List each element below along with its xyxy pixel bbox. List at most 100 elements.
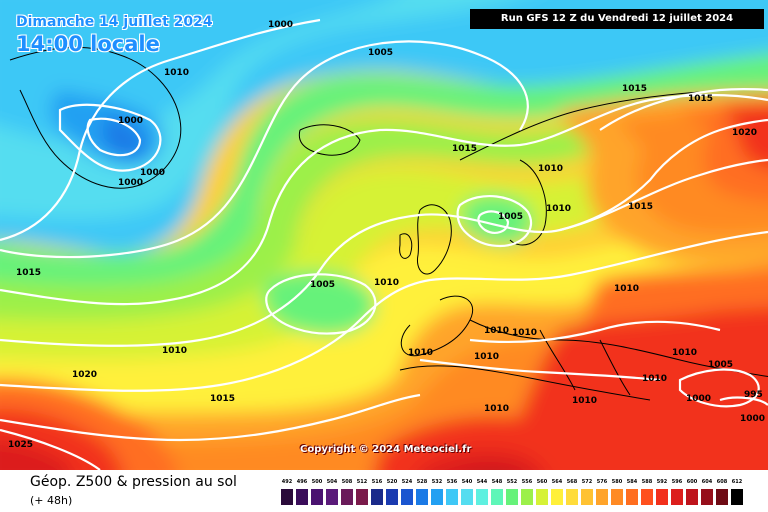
scale-swatch bbox=[356, 489, 368, 505]
scale-swatch bbox=[416, 489, 428, 505]
scale-swatch bbox=[686, 489, 698, 505]
scale-swatch bbox=[461, 489, 473, 505]
scale-value: 520 bbox=[386, 479, 398, 485]
scale-value: 588 bbox=[641, 479, 653, 485]
scale-value: 572 bbox=[581, 479, 593, 485]
isobar-label: 1010 bbox=[408, 348, 434, 358]
isobar-label: 1010 bbox=[374, 278, 400, 288]
scale-swatch bbox=[401, 489, 413, 505]
scale-value: 576 bbox=[596, 479, 608, 485]
scale-swatch bbox=[536, 489, 548, 505]
scale-value: 600 bbox=[686, 479, 698, 485]
run-info: Run GFS 12 Z du Vendredi 12 juillet 2024 bbox=[470, 9, 764, 29]
isobar-label: 1010 bbox=[162, 346, 188, 356]
isobar-label: 1010 bbox=[164, 68, 190, 78]
color-scale: 492 496 500 504 508 512 516 520 524 528 532 536 540 5… bbox=[281, 478, 753, 508]
isobar-label: 1000 bbox=[118, 116, 144, 126]
isobar-label: 1010 bbox=[546, 204, 572, 214]
map-time: 14:00 locale bbox=[16, 32, 160, 56]
scale-value: 528 bbox=[416, 479, 428, 485]
isobar-label: 1015 bbox=[688, 94, 714, 104]
scale-swatch bbox=[566, 489, 578, 505]
scale-value: 584 bbox=[626, 479, 638, 485]
scale-swatch bbox=[431, 489, 443, 505]
scale-value: 540 bbox=[461, 479, 473, 485]
scale-swatch bbox=[671, 489, 683, 505]
scale-value: 532 bbox=[431, 479, 443, 485]
scale-swatch bbox=[371, 489, 383, 505]
scale-swatch bbox=[626, 489, 638, 505]
scale-value: 536 bbox=[446, 479, 458, 485]
legend-title: Géop. Z500 & pression au sol bbox=[30, 474, 237, 490]
scale-swatch bbox=[506, 489, 518, 505]
isobar-label: 1010 bbox=[484, 404, 510, 414]
isobar-label: 995 bbox=[744, 390, 763, 400]
isobar-label: 1010 bbox=[474, 352, 500, 362]
scale-value: 548 bbox=[491, 479, 503, 485]
isobar-label: 1025 bbox=[8, 440, 34, 450]
scale-swatch bbox=[386, 489, 398, 505]
scale-value: 608 bbox=[716, 479, 728, 485]
scale-value: 604 bbox=[701, 479, 713, 485]
isobar-label: 1000 bbox=[140, 168, 166, 178]
scale-value: 504 bbox=[326, 479, 338, 485]
isobar-label: 1000 bbox=[740, 414, 766, 424]
isobar-label: 1010 bbox=[642, 374, 668, 384]
map-date: Dimanche 14 juillet 2024 bbox=[16, 14, 213, 30]
isobar-label: 1005 bbox=[498, 212, 524, 222]
scale-swatch bbox=[701, 489, 713, 505]
z500-color-field bbox=[0, 0, 768, 470]
isobar-lines bbox=[0, 18, 768, 470]
isobar-label: 1005 bbox=[310, 280, 336, 290]
scale-value: 580 bbox=[611, 479, 623, 485]
scale-value: 512 bbox=[356, 479, 368, 485]
isobar-label: 1010 bbox=[672, 348, 698, 358]
isobar-label: 1010 bbox=[572, 396, 598, 406]
isobar-label: 1000 bbox=[686, 394, 712, 404]
scale-swatch bbox=[446, 489, 458, 505]
isobar-label: 1020 bbox=[732, 128, 758, 138]
scale-value: 552 bbox=[506, 479, 518, 485]
geopotential-map bbox=[0, 0, 768, 470]
legend-subtitle: (+ 48h) bbox=[30, 494, 73, 507]
scale-value: 556 bbox=[521, 479, 533, 485]
scale-value: 596 bbox=[671, 479, 683, 485]
isobar-label: 1015 bbox=[210, 394, 236, 404]
scale-swatch bbox=[731, 489, 743, 505]
scale-swatch bbox=[716, 489, 728, 505]
scale-swatch bbox=[326, 489, 338, 505]
isobar-label: 1010 bbox=[614, 284, 640, 294]
coastlines bbox=[9, 46, 768, 401]
isobar-label: 1005 bbox=[708, 360, 734, 370]
isobar-label: 1010 bbox=[484, 326, 510, 336]
isobar-label: 1015 bbox=[16, 268, 42, 278]
scale-swatch bbox=[551, 489, 563, 505]
scale-swatch bbox=[596, 489, 608, 505]
isobar-label: 1005 bbox=[368, 48, 394, 58]
scale-swatch bbox=[491, 489, 503, 505]
isobar-label: 1015 bbox=[622, 84, 648, 94]
copyright: Copyright © 2024 Meteociel.fr bbox=[300, 444, 472, 455]
isobar-label: 1010 bbox=[512, 328, 538, 338]
scale-swatch bbox=[521, 489, 533, 505]
scale-swatch bbox=[581, 489, 593, 505]
scale-swatch bbox=[341, 489, 353, 505]
scale-swatch bbox=[281, 489, 293, 505]
legend-footer bbox=[0, 470, 768, 512]
scale-swatch bbox=[641, 489, 653, 505]
scale-swatch bbox=[656, 489, 668, 505]
scale-value: 560 bbox=[536, 479, 548, 485]
scale-value: 508 bbox=[341, 479, 353, 485]
isobar-label: 1010 bbox=[538, 164, 564, 174]
scale-value: 516 bbox=[371, 479, 383, 485]
scale-swatch bbox=[311, 489, 323, 505]
isobar-label: 1015 bbox=[452, 144, 478, 154]
scale-value: 544 bbox=[476, 479, 488, 485]
scale-swatch bbox=[611, 489, 623, 505]
isobar-label: 1020 bbox=[72, 370, 98, 380]
scale-value: 496 bbox=[296, 479, 308, 485]
isobar-label: 1000 bbox=[118, 178, 144, 188]
scale-value: 564 bbox=[551, 479, 563, 485]
scale-value: 612 bbox=[731, 479, 743, 485]
